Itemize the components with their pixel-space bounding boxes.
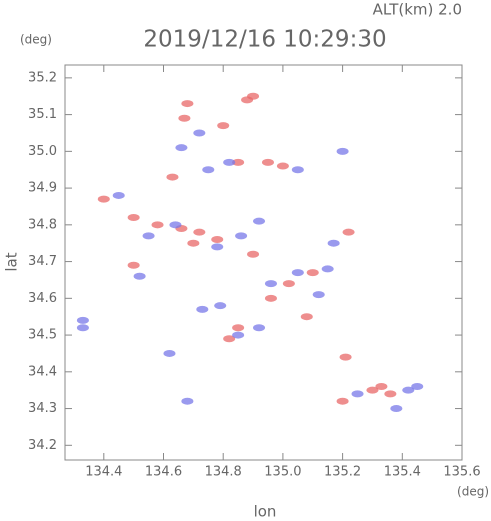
echo-point	[151, 221, 164, 229]
echo-point	[232, 158, 245, 166]
echo-point	[264, 280, 277, 288]
echo-point	[112, 191, 125, 199]
points	[76, 92, 424, 413]
echo-point	[342, 228, 355, 236]
echo-point	[163, 349, 176, 357]
echo-point	[127, 261, 140, 269]
echo-point	[76, 324, 89, 332]
x-tick-label: 134.4	[85, 465, 122, 480]
echo-point	[321, 265, 334, 273]
echo-point	[76, 316, 89, 324]
header: ALT(km) 2.0	[373, 1, 462, 19]
y-tick-label: 34.5	[28, 328, 57, 343]
echo-point	[253, 324, 266, 332]
echo-point	[181, 100, 194, 108]
echo-point	[402, 386, 415, 394]
echo-point	[181, 397, 194, 405]
y-label: lat	[3, 252, 21, 271]
y-tick-label: 34.8	[28, 217, 57, 232]
echo-point	[127, 213, 140, 221]
y-unit: (deg)	[20, 33, 52, 47]
y-tick-label: 34.7	[28, 254, 57, 269]
echo-point	[178, 114, 191, 122]
echo-point	[375, 383, 388, 391]
echo-point	[232, 324, 245, 332]
echo-point	[264, 294, 277, 302]
echo-point	[336, 397, 349, 405]
echo-point	[193, 228, 206, 236]
x-unit: (deg)	[457, 485, 489, 499]
echo-point	[339, 353, 352, 361]
echo-point	[384, 390, 397, 398]
echo-point	[253, 217, 266, 225]
echo-point	[142, 232, 155, 240]
echo-point	[196, 305, 209, 313]
x-tick-label: 134.8	[205, 465, 242, 480]
x-tick-label: 135.2	[324, 465, 361, 480]
echo-point	[211, 243, 224, 251]
echo-point	[235, 232, 248, 240]
echo-point	[261, 158, 274, 166]
echo-point	[202, 166, 215, 174]
echo-point	[336, 147, 349, 155]
echo-point	[214, 302, 227, 310]
echo-point	[223, 335, 236, 343]
y-tick-label: 35.2	[28, 70, 57, 85]
echo-point	[175, 144, 188, 152]
x-tick-label: 135.4	[384, 465, 421, 480]
x-label: lon	[254, 503, 277, 521]
echo-point	[193, 129, 206, 137]
echo-point	[351, 390, 364, 398]
x-tick-label: 134.6	[145, 465, 182, 480]
echo-point	[133, 272, 146, 280]
y-tick-label: 35.0	[28, 144, 57, 159]
echo-point	[97, 195, 110, 203]
x-tick-label: 135.6	[443, 465, 480, 480]
echo-point	[166, 173, 179, 181]
echo-point	[312, 291, 325, 299]
echo-point	[247, 92, 260, 100]
echo-point	[169, 221, 182, 229]
echo-point	[300, 313, 313, 321]
echo-point	[211, 236, 224, 244]
x-tick-label: 135.0	[264, 465, 301, 480]
echo-point	[282, 280, 295, 288]
echo-point	[291, 166, 304, 174]
echo-point	[390, 405, 403, 413]
plot-frame	[64, 64, 463, 461]
y-tick-label: 34.2	[28, 438, 57, 453]
y-tick-label: 34.9	[28, 181, 57, 196]
y-tick-label: 34.4	[28, 364, 57, 379]
echo-point	[247, 250, 260, 258]
echo-point	[223, 158, 236, 166]
echo-point	[306, 269, 319, 277]
chart-title: 2019/12/16 10:29:30	[143, 27, 386, 53]
y-tick-label: 34.3	[28, 401, 57, 416]
echo-point	[187, 239, 200, 247]
echo-point	[411, 383, 424, 391]
echo-point	[366, 386, 379, 394]
echo-point	[291, 269, 304, 277]
echo-point	[232, 331, 245, 339]
y-tick-label: 35.1	[28, 107, 57, 122]
echo-point	[217, 122, 230, 130]
y-tick-label: 34.6	[28, 291, 57, 306]
echo-point	[276, 162, 289, 170]
echo-point	[327, 239, 340, 247]
